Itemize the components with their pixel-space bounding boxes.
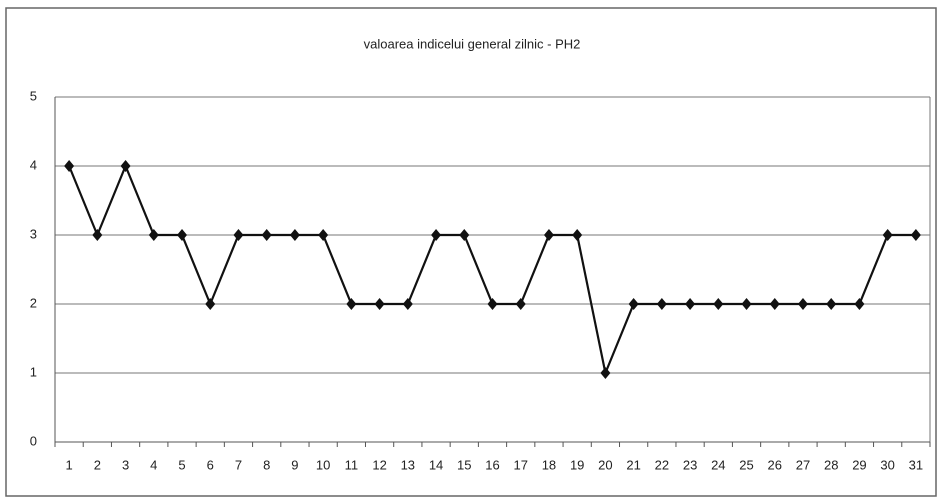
x-tick-label: 22	[655, 457, 669, 472]
y-tick-label: 5	[30, 88, 37, 103]
x-tick-label: 16	[485, 457, 499, 472]
x-tick-label: 31	[909, 457, 923, 472]
data-point	[797, 298, 808, 310]
y-tick-label: 1	[30, 364, 37, 379]
x-tick-label: 3	[122, 457, 129, 472]
data-point	[177, 229, 188, 241]
y-tick-label: 4	[30, 157, 37, 172]
data-point	[92, 229, 103, 241]
x-tick-label: 7	[235, 457, 242, 472]
x-tick-label: 2	[94, 457, 101, 472]
data-point	[459, 229, 470, 241]
x-tick-label: 9	[291, 457, 298, 472]
data-point	[289, 229, 300, 241]
x-tick-label: 26	[768, 457, 782, 472]
data-point	[205, 298, 216, 310]
data-point	[148, 229, 159, 241]
data-point	[346, 298, 357, 310]
data-point	[318, 229, 329, 241]
data-point	[261, 229, 272, 241]
x-tick-label: 20	[598, 457, 612, 472]
data-point	[769, 298, 780, 310]
x-tick-label: 4	[150, 457, 157, 472]
x-tick-label: 24	[711, 457, 725, 472]
x-tick-label: 13	[401, 457, 415, 472]
x-tick-label: 1	[65, 457, 72, 472]
data-point	[543, 229, 554, 241]
x-tick-label: 23	[683, 457, 697, 472]
x-tick-label: 30	[880, 457, 894, 472]
y-tick-label: 3	[30, 226, 37, 241]
x-tick-label: 12	[372, 457, 386, 472]
data-point	[685, 298, 696, 310]
data-point	[402, 298, 413, 310]
data-point	[882, 229, 893, 241]
data-point	[515, 298, 526, 310]
x-tick-label: 8	[263, 457, 270, 472]
x-tick-label: 11	[345, 457, 359, 472]
x-tick-label: 25	[739, 457, 753, 472]
data-point	[374, 298, 385, 310]
chart-title: valoarea indicelui general zilnic - PH2	[364, 36, 581, 51]
x-tick-label: 27	[796, 457, 810, 472]
data-point	[826, 298, 837, 310]
x-tick-label: 19	[570, 457, 584, 472]
x-tick-label: 17	[513, 457, 527, 472]
data-point	[600, 367, 611, 379]
x-tick-label: 15	[457, 457, 471, 472]
data-point	[628, 298, 639, 310]
y-tick-label: 2	[30, 295, 37, 310]
data-point	[741, 298, 752, 310]
data-point	[64, 160, 75, 172]
x-tick-label: 14	[429, 457, 443, 472]
y-tick-label: 0	[30, 433, 37, 448]
x-tick-label: 6	[207, 457, 214, 472]
x-tick-label: 28	[824, 457, 838, 472]
data-point	[910, 229, 921, 241]
data-point	[854, 298, 865, 310]
data-point	[656, 298, 667, 310]
x-tick-label: 18	[542, 457, 556, 472]
x-tick-label: 10	[316, 457, 330, 472]
data-point	[487, 298, 498, 310]
x-tick-label: 29	[852, 457, 866, 472]
data-point	[120, 160, 131, 172]
x-tick-label: 21	[626, 457, 640, 472]
data-point	[233, 229, 244, 241]
data-point	[572, 229, 583, 241]
x-tick-label: 5	[178, 457, 185, 472]
data-point	[713, 298, 724, 310]
data-point	[431, 229, 442, 241]
